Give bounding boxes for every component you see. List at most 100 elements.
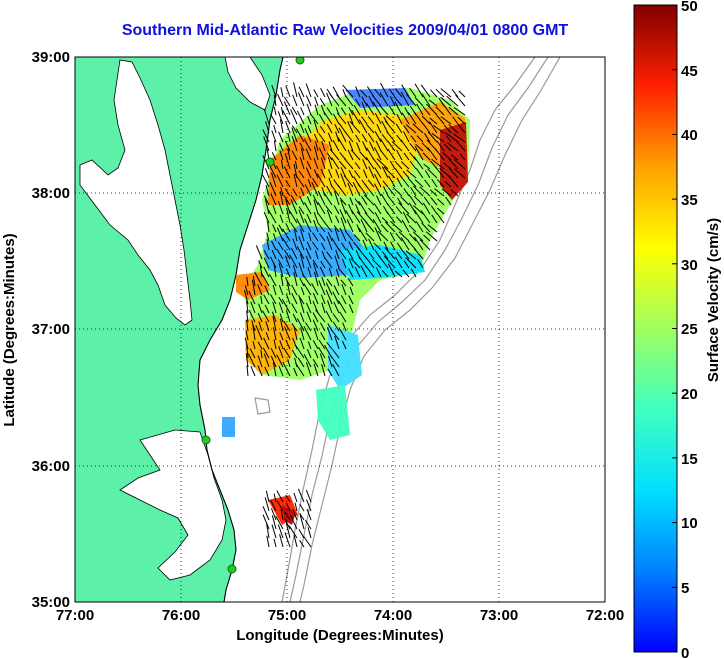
velocity-vector	[284, 532, 291, 548]
velocity-vector	[307, 125, 312, 134]
velocity-vector	[300, 327, 305, 341]
velocity-vector	[344, 230, 354, 242]
velocity-vector	[406, 213, 417, 224]
velocity-vector	[396, 149, 403, 161]
velocity-vector	[347, 149, 354, 161]
velocity-vector	[326, 185, 333, 197]
velocity-vector	[323, 221, 333, 233]
velocity-vector	[342, 322, 347, 332]
velocity-vector	[285, 494, 291, 503]
velocity-vector	[295, 362, 305, 377]
velocity-vector	[313, 169, 319, 179]
velocity-vector	[339, 197, 347, 206]
velocity-vector	[307, 267, 312, 278]
velocity-vector	[371, 258, 382, 269]
velocity-vector	[299, 540, 305, 548]
velocity-vector	[401, 84, 410, 98]
velocity-vector	[366, 257, 375, 269]
velocity-vector	[279, 313, 284, 323]
velocity-vector	[283, 101, 291, 116]
velocity-vector	[318, 280, 326, 296]
velocity-vector	[448, 106, 459, 116]
hf-radar-stations	[201, 57, 305, 574]
velocity-vector	[281, 298, 291, 314]
velocity-vector	[304, 218, 312, 233]
colorbar-label: Surface Velocity (cm/s)	[705, 218, 722, 382]
velocity-vector	[293, 229, 298, 242]
velocity-vector	[455, 140, 466, 152]
velocity-vector	[291, 136, 298, 152]
velocity-vector	[330, 184, 340, 197]
velocity-vector	[292, 94, 298, 107]
velocity-vector	[427, 224, 438, 233]
velocity-vector	[320, 168, 326, 179]
velocity-vector	[287, 148, 291, 161]
velocity-vector	[338, 122, 347, 134]
velocity-vector	[312, 194, 319, 206]
velocity-vector	[421, 115, 431, 125]
velocity-vector	[282, 110, 291, 125]
velocity-vector	[291, 150, 298, 161]
velocity-vector	[279, 191, 284, 206]
velocity-vector	[277, 93, 284, 107]
velocity-vector	[387, 195, 396, 206]
velocity-vector	[246, 343, 249, 359]
velocity-vector	[319, 98, 326, 107]
velocity-vector	[276, 490, 284, 503]
velocity-vector	[333, 225, 340, 233]
velocity-vector	[306, 103, 312, 116]
velocity-vector	[328, 141, 333, 152]
velocity-vector	[337, 247, 347, 260]
velocity-vector	[400, 91, 410, 107]
velocity-vector	[410, 135, 417, 143]
velocity-vector	[375, 267, 382, 278]
velocity-vector	[262, 506, 270, 521]
velocity-vector	[303, 326, 312, 341]
velocity-vector	[338, 127, 347, 143]
velocity-vector	[348, 258, 354, 269]
velocity-vector	[321, 364, 326, 377]
velocity-vector	[262, 174, 270, 188]
velocity-vector	[358, 256, 368, 269]
velocity-vector	[444, 132, 459, 143]
velocity-vector	[244, 289, 249, 305]
velocity-vector	[427, 168, 438, 179]
velocity-vector	[430, 205, 438, 215]
velocity-vector	[280, 508, 284, 521]
velocity-vector	[389, 232, 396, 242]
velocity-vector	[287, 359, 291, 368]
velocity-vector	[435, 148, 445, 161]
velocity-vector	[306, 499, 312, 512]
velocity-vector	[279, 214, 284, 224]
velocity-vector	[443, 124, 452, 134]
velocity-vector	[368, 252, 375, 260]
velocity-vector	[311, 282, 319, 296]
velocity-vector	[299, 156, 305, 170]
velocity-vector	[321, 140, 326, 152]
coastline	[197, 57, 284, 602]
velocity-vector	[262, 310, 270, 323]
velocity-vector	[320, 260, 326, 269]
velocity-vector	[297, 357, 305, 368]
velocity-vector	[321, 186, 326, 197]
velocity-vector	[259, 264, 263, 278]
velocity-vector	[407, 112, 417, 125]
velocity-field	[222, 88, 470, 525]
velocity-vector	[361, 96, 368, 107]
velocity-vector	[386, 131, 396, 143]
velocity-vector	[395, 232, 403, 242]
velocity-vector	[300, 253, 305, 269]
velocity-vector	[291, 284, 298, 296]
velocity-vector	[362, 159, 368, 170]
velocity-vector	[348, 268, 354, 278]
velocity-vector	[453, 107, 466, 116]
velocity-vector	[320, 157, 326, 170]
velocity-vector	[273, 493, 277, 503]
velocity-vector	[414, 179, 424, 188]
velocity-vector	[381, 251, 389, 260]
velocity-vector	[431, 158, 445, 170]
velocity-vector	[353, 105, 361, 116]
velocity-vector	[435, 88, 445, 98]
chesapeake-bay	[79, 59, 193, 326]
velocity-vector	[347, 182, 354, 197]
